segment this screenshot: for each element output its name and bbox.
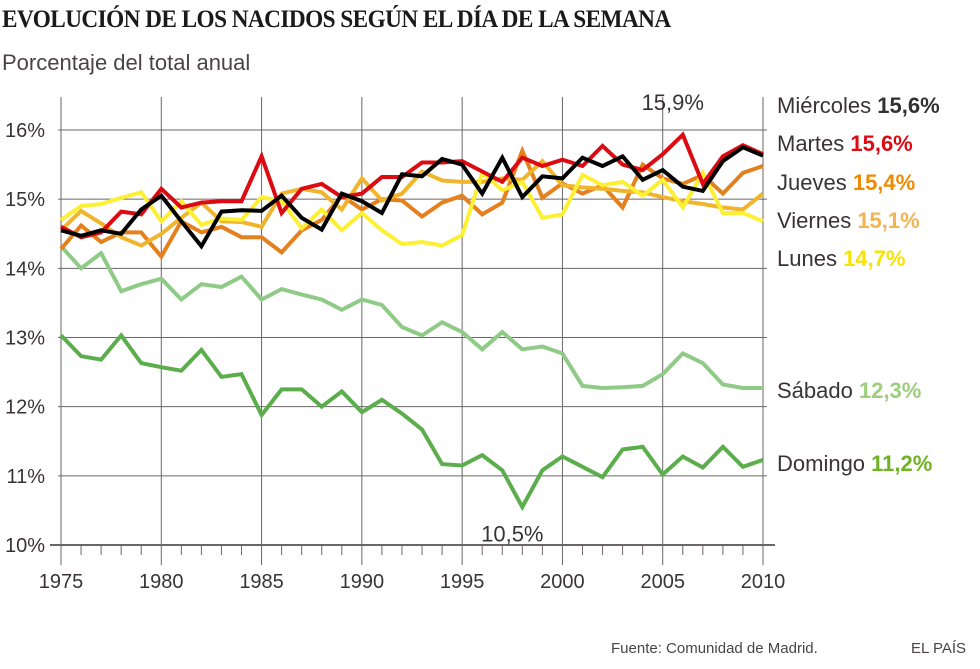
legend-item: Lunes 14,7% [777,246,905,271]
series-line-miercoles [60,145,764,250]
y-tick-label: 11% [6,466,45,488]
legend-value: 15,6% [877,93,939,118]
series-lines [59,131,765,512]
y-tick-label: 10% [5,535,45,557]
legend-label: Viernes [777,208,857,233]
legend-item: Martes 15,6% [777,131,913,156]
y-tick-label: 13% [5,328,45,350]
x-tick-label: 2010 [741,571,786,593]
x-tick-label: 2005 [640,571,685,593]
annotations: 15,9% 10,5% [481,90,704,546]
x-tick-label: 2000 [540,571,585,593]
legend-label: Jueves [777,170,853,195]
legend: Miércoles 15,6%Martes 15,6%Jueves 15,4%V… [777,93,940,476]
x-tick-label: 1975 [39,571,84,593]
legend-value: 15,4% [853,170,915,195]
series-line-domingo [59,332,764,512]
annotation-label: 15,9% [642,90,704,115]
series-line-sabado [59,244,763,391]
y-tick-label: 16% [5,120,45,142]
series-line-martes [60,131,764,240]
annotation-label: 10,5% [481,521,543,546]
legend-label: Miércoles [777,93,877,118]
chart-subtitle: Porcentaje del total anual [2,50,251,75]
y-tick-label: 14% [5,258,45,280]
y-tick-label: 15% [5,189,45,211]
legend-value: 14,7% [843,246,905,271]
x-tick-label: 1980 [139,571,184,593]
legend-value: 15,6% [850,131,912,156]
axes: 10% 11% 12% 13% 14% 15% 16% 1975 1980 1985 1990 199… [5,120,785,593]
brand-logo: EL PAÍS [911,640,967,657]
chart-title: EVOLUCIÓN DE LOS NACIDOS SEGÚN EL DÍA DE… [2,6,671,33]
x-tick-label: 1985 [239,571,284,593]
legend-value: 15,1% [857,208,919,233]
legend-value: 11,2% [871,451,932,476]
legend-item: Jueves 15,4% [777,170,915,195]
y-tick-label: 12% [5,397,45,419]
source-note: Fuente: Comunidad de Madrid. [611,640,818,657]
legend-item: Miércoles 15,6% [777,93,940,118]
x-tick-label: 1990 [340,571,385,593]
legend-label: Sábado [777,378,859,403]
legend-value: 12,3% [859,378,921,403]
legend-label: Martes [777,131,850,156]
legend-label: Lunes [777,246,843,271]
legend-item: Viernes 15,1% [777,208,920,233]
legend-item: Sábado 12,3% [777,378,921,403]
legend-label: Domingo [777,451,871,476]
legend-item: Domingo 11,2% [777,451,932,476]
x-tick-label: 1995 [440,571,485,593]
